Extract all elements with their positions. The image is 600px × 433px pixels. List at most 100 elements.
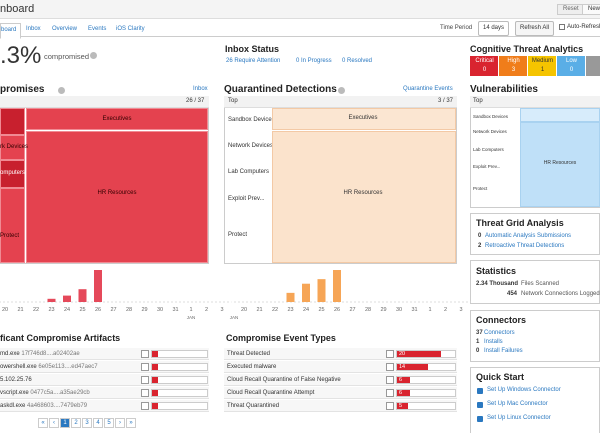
- section-title: Quarantined Detections: [224, 84, 337, 95]
- bar: [397, 403, 408, 409]
- treemap-label: Executives: [102, 116, 132, 122]
- x-tick-label: 24: [303, 307, 309, 313]
- bar-cell: [396, 389, 456, 397]
- link[interactable]: Install Failures: [484, 348, 523, 354]
- treemap-cell: [0, 160, 25, 188]
- event-label: Cloud Recall Quarantine of False Negativ…: [227, 377, 341, 383]
- treemap-label: HR Resources: [343, 190, 383, 196]
- link[interactable]: Set Up Linux Connector: [487, 415, 551, 421]
- panel-header: [0, 96, 209, 108]
- artifact-name: md.exe: [0, 351, 20, 357]
- link[interactable]: Automatic Analysis Submissions: [485, 233, 572, 239]
- bar: [47, 298, 56, 302]
- section-title: ficant Compromise Artifacts: [0, 333, 121, 343]
- label: Network Connections Logged: [521, 291, 600, 297]
- link[interactable]: Connectors: [484, 330, 515, 336]
- x-tick-label: 22: [272, 307, 278, 313]
- row-label: Network Devices: [228, 143, 274, 149]
- x-tick-label: 3: [459, 307, 462, 313]
- link[interactable]: Set Up Mac Connector: [487, 401, 548, 407]
- icon: [386, 402, 394, 410]
- severity-cell: [499, 56, 528, 76]
- x-tick-label: 24: [64, 307, 70, 313]
- x-tick-label: 27: [110, 307, 116, 313]
- page-button[interactable]: ‹: [49, 418, 59, 428]
- page-button[interactable]: 1: [60, 418, 70, 428]
- link[interactable]: Quarantine Events: [403, 86, 453, 92]
- indicator: [152, 390, 158, 396]
- treemap-cell: [0, 108, 25, 135]
- x-tick-label: 22: [33, 307, 39, 313]
- section-title: Compromise Event Types: [226, 333, 336, 343]
- indicator: [152, 403, 158, 409]
- button[interactable]: Refresh All: [515, 21, 555, 37]
- page-button[interactable]: ›: [115, 418, 125, 428]
- card: [470, 260, 600, 304]
- x-tick-label: 2: [205, 307, 208, 313]
- help-icon: [338, 87, 345, 94]
- severity-cell: [557, 56, 586, 76]
- x-tick-label: 29: [380, 307, 386, 313]
- status-link[interactable]: 0 In Progress: [296, 58, 332, 64]
- x-tick-label: 21: [17, 307, 23, 313]
- page-button[interactable]: 5: [104, 418, 114, 428]
- treemap-label: HR Resources: [543, 160, 577, 166]
- select[interactable]: 14 days: [478, 21, 510, 37]
- artifact-text: 5.102.25.76: [0, 377, 32, 384]
- icon: [141, 402, 149, 410]
- value-label: 5: [399, 403, 403, 409]
- x-tick-label: 31: [411, 307, 417, 313]
- link[interactable]: Set Up Windows Connector: [487, 387, 561, 393]
- x-tick-label: 20: [2, 307, 8, 313]
- page-button[interactable]: «: [38, 418, 48, 428]
- x-tick-label: 25: [318, 307, 324, 313]
- bar: [63, 295, 71, 302]
- page-button[interactable]: 2: [71, 418, 81, 428]
- treemap-cell: [272, 131, 456, 263]
- page-button[interactable]: 3: [82, 418, 92, 428]
- page-button[interactable]: »: [126, 418, 136, 428]
- icon: [386, 389, 394, 397]
- checkbox: [559, 24, 565, 30]
- tab[interactable]: Inbox: [26, 26, 41, 32]
- x-tick-label: 31: [172, 307, 178, 313]
- treemap-label: Executives: [348, 115, 378, 121]
- x-tick-label: 1: [428, 307, 431, 313]
- axis-label: JAN: [230, 315, 239, 320]
- row-label: Sandbox Devices: [228, 117, 275, 123]
- help-icon: [58, 87, 65, 94]
- count: 2: [478, 243, 482, 249]
- checkbox-label[interactable]: Auto-Refresh: [567, 24, 600, 30]
- bar-cell: [151, 402, 208, 410]
- tab[interactable]: iOS Clarity: [116, 26, 145, 32]
- tab[interactable]: Events: [88, 26, 107, 32]
- row-label: Protect: [228, 232, 248, 238]
- button[interactable]: New: [582, 4, 600, 16]
- card-title: Quick Start: [476, 372, 525, 382]
- treemap-cell: [26, 108, 208, 130]
- compromised-percent: .3%: [0, 42, 42, 69]
- bar-cell: [396, 376, 456, 384]
- x-tick-label: 23: [287, 307, 293, 313]
- status-link[interactable]: 26 Require Attention: [226, 58, 281, 64]
- panel-header: [470, 96, 600, 108]
- button[interactable]: Reset: [557, 4, 585, 16]
- count: 3 / 37: [438, 98, 454, 104]
- link[interactable]: Inbox: [193, 86, 208, 92]
- status-link[interactable]: 0 Resolved: [342, 58, 373, 64]
- artifact-hash: 4a468603....7479eb79: [27, 403, 88, 409]
- icon: [477, 388, 483, 394]
- severity-count: 0: [482, 67, 487, 73]
- tab[interactable]: Overview: [52, 26, 78, 32]
- link[interactable]: Retroactive Threat Detections: [485, 243, 565, 249]
- artifact-name: owershell.exe: [0, 364, 37, 370]
- link[interactable]: Installs: [484, 339, 503, 345]
- page-button[interactable]: 4: [93, 418, 103, 428]
- treemap-label: Protect: [0, 233, 20, 239]
- value-label: 6: [399, 377, 403, 383]
- bar: [78, 289, 87, 302]
- tab[interactable]: board: [0, 23, 22, 40]
- indicator: [152, 364, 158, 370]
- x-tick-label: 30: [157, 307, 163, 313]
